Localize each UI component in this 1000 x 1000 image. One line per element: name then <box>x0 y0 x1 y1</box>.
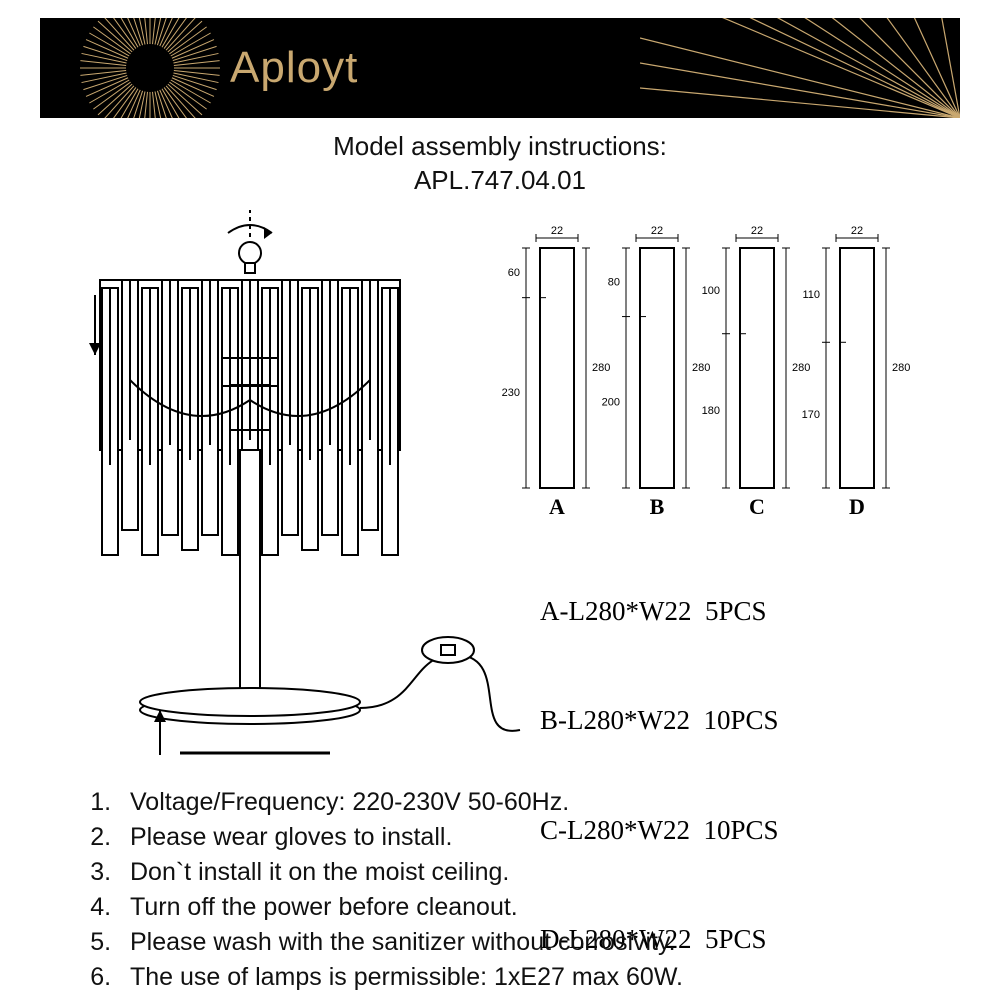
instruction-item: Please wash with the sanitizer without c… <box>118 925 962 960</box>
brand-name: Aployt <box>230 43 358 93</box>
svg-text:22: 22 <box>551 225 563 237</box>
instructions-list: Voltage/Frequency: 220-230V 50-60Hz. Ple… <box>82 785 962 995</box>
svg-text:C: C <box>749 494 765 519</box>
lamp-diagram <box>89 210 520 755</box>
decorative-rays <box>640 18 960 118</box>
instruction-item: Don`t install it on the moist ceiling. <box>118 855 962 890</box>
svg-text:280: 280 <box>592 362 610 374</box>
svg-text:A: A <box>549 494 565 519</box>
svg-text:170: 170 <box>802 409 820 421</box>
svg-text:B: B <box>650 494 665 519</box>
svg-text:280: 280 <box>792 362 810 374</box>
svg-text:60: 60 <box>508 267 520 279</box>
diagram-area: 22 60 230 280 A 22 80 200 280 B 22 100 180 280 C 22 110 1… <box>40 210 960 770</box>
title-line2: APL.747.04.01 <box>0 164 1000 198</box>
svg-text:180: 180 <box>702 405 720 417</box>
svg-text:280: 280 <box>692 362 710 374</box>
sunburst-logo <box>40 18 220 118</box>
svg-text:22: 22 <box>751 225 763 237</box>
instruction-item: Turn off the power before cleanout. <box>118 890 962 925</box>
svg-text:100: 100 <box>702 285 720 297</box>
title-block: Model assembly instructions: APL.747.04.… <box>0 130 1000 198</box>
svg-text:80: 80 <box>608 276 620 288</box>
svg-text:110: 110 <box>802 289 820 301</box>
instruction-item: The use of lamps is permissible: 1xE27 m… <box>118 960 962 995</box>
svg-text:22: 22 <box>851 225 863 237</box>
brand-header: Aployt <box>40 18 960 118</box>
svg-text:230: 230 <box>502 387 520 399</box>
instruction-item: Please wear gloves to install. <box>118 820 962 855</box>
title-line1: Model assembly instructions: <box>0 130 1000 164</box>
svg-text:D: D <box>849 494 865 519</box>
parts-line: B-L280*W22 10PCS <box>540 702 779 738</box>
parts-line: A-L280*W22 5PCS <box>540 593 779 629</box>
instruction-item: Voltage/Frequency: 220-230V 50-60Hz. <box>118 785 962 820</box>
svg-text:22: 22 <box>651 225 663 237</box>
svg-text:200: 200 <box>602 396 620 408</box>
svg-text:280: 280 <box>892 362 910 374</box>
